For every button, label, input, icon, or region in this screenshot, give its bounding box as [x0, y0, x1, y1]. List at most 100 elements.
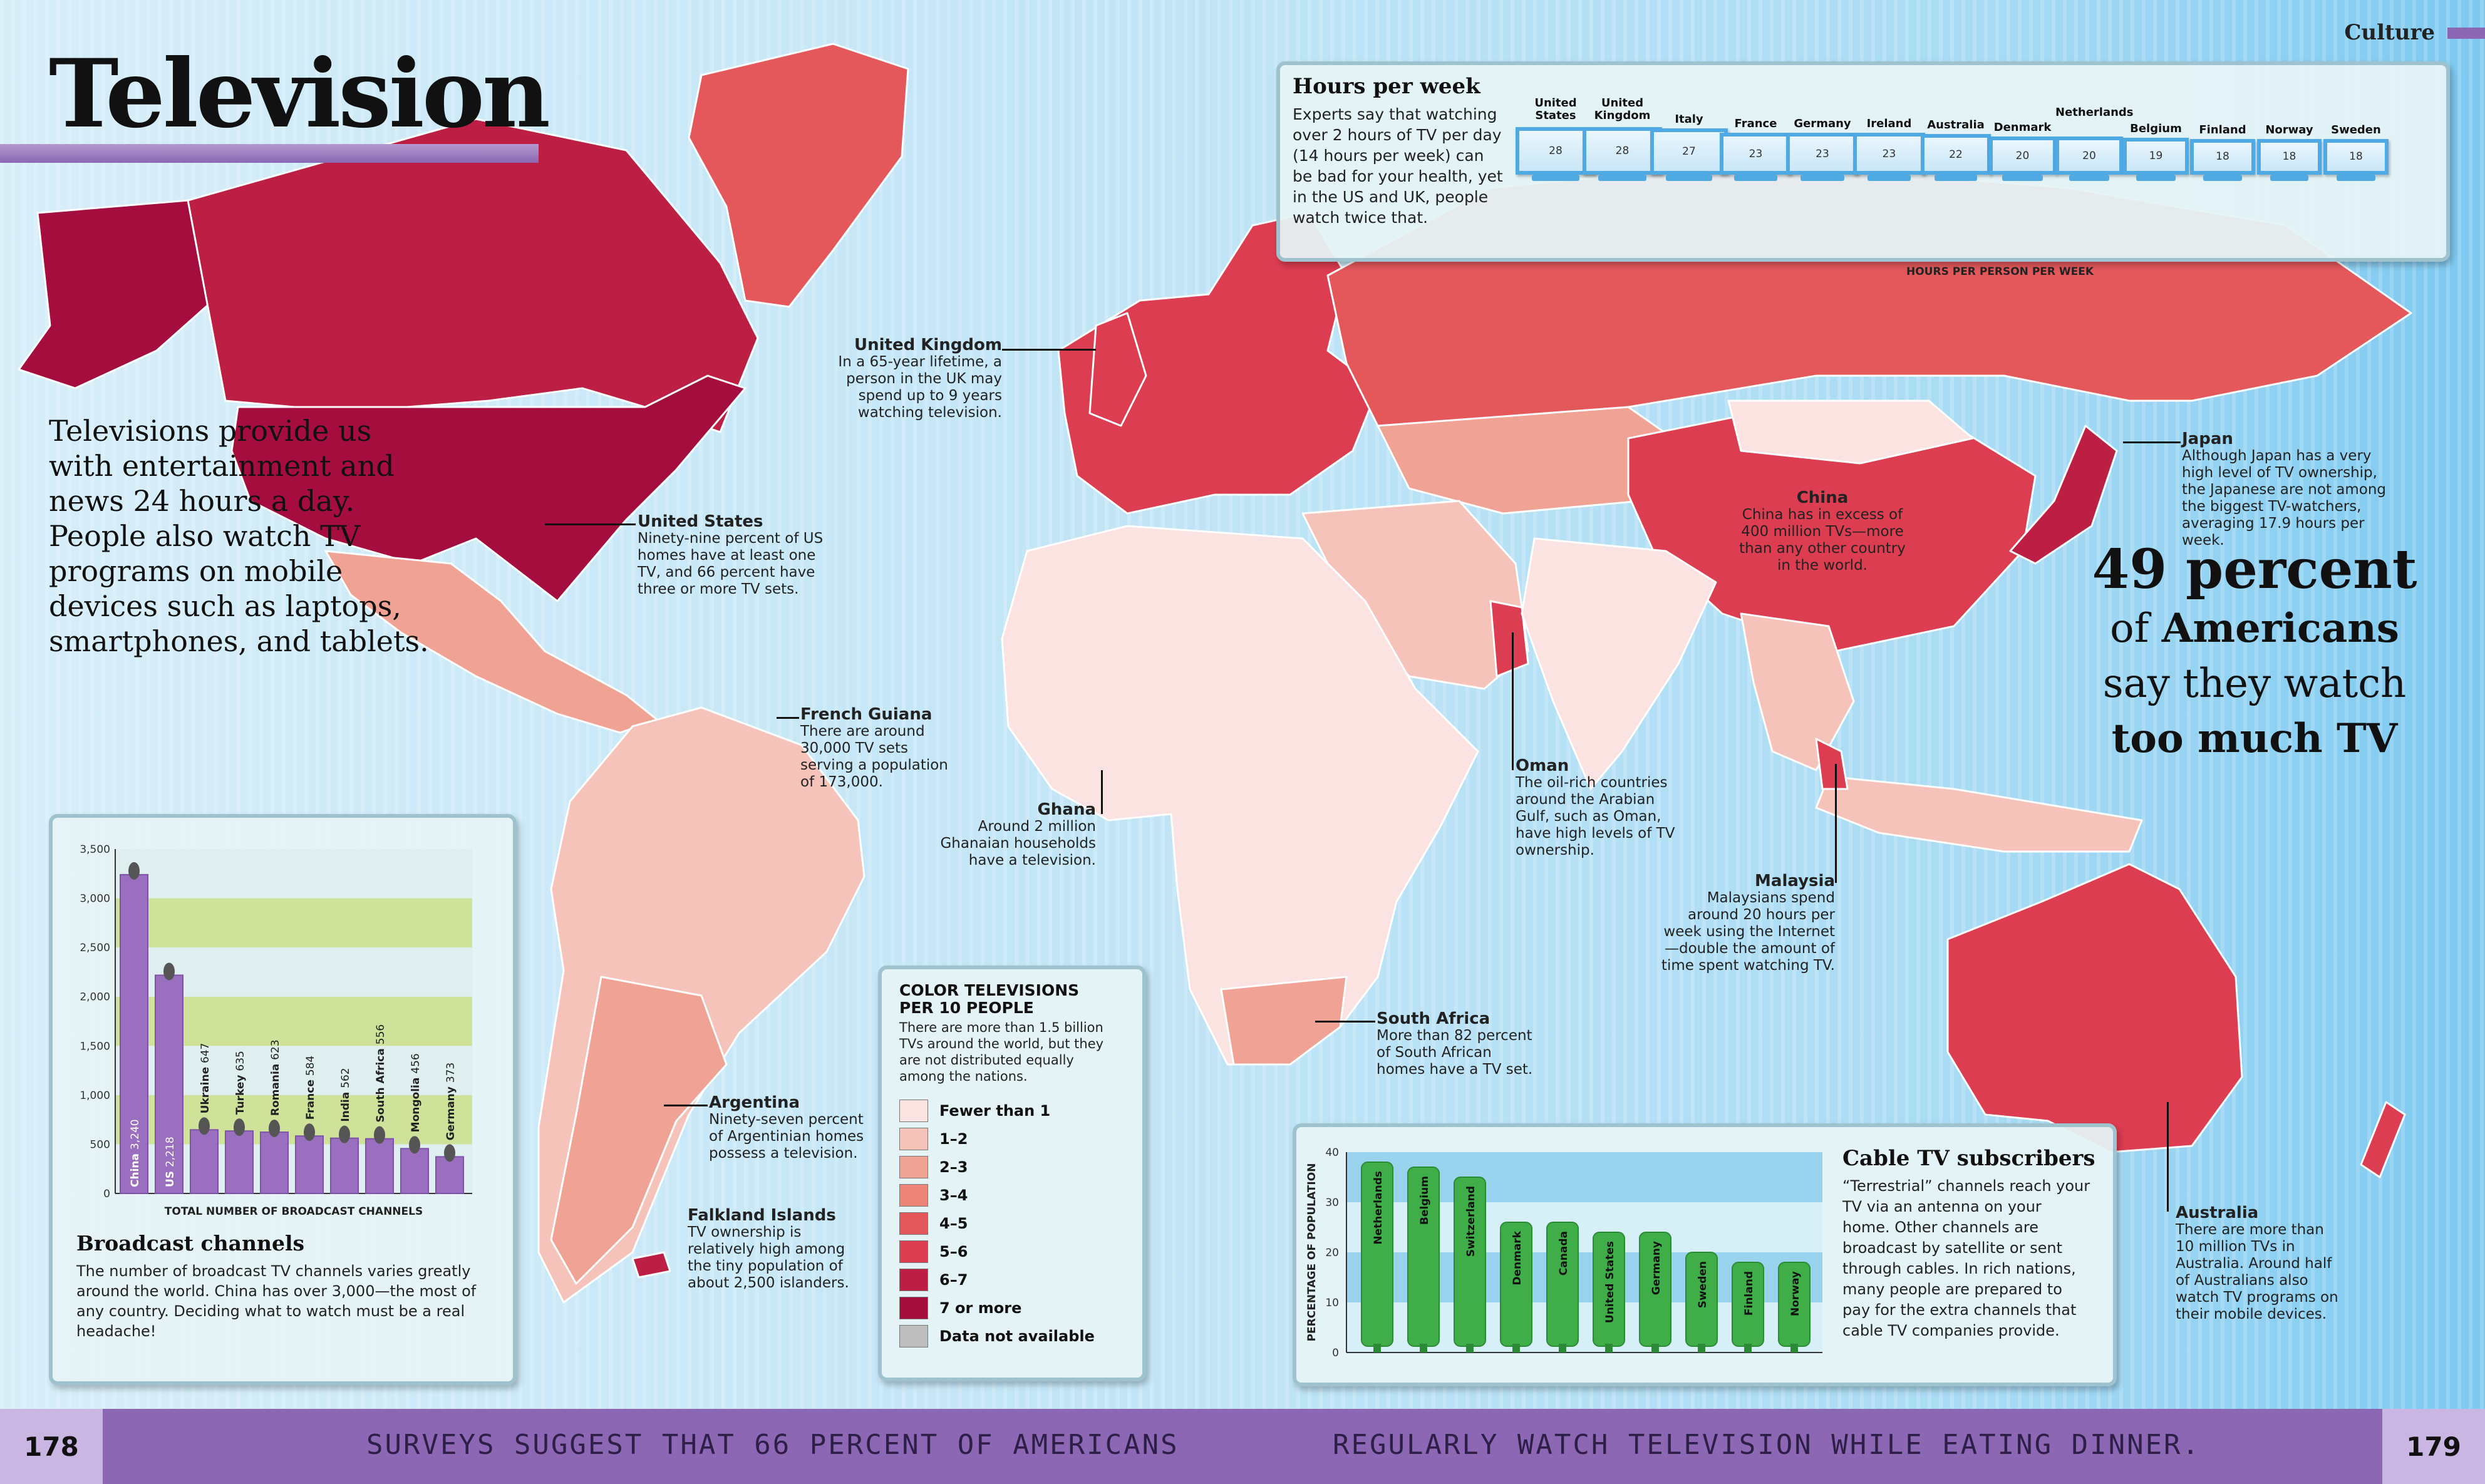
annotation-south-africa-heading: South Africa: [1377, 1009, 1490, 1028]
tv-stand: [1598, 174, 1646, 181]
callout-line1: 49 percent: [2092, 538, 2417, 601]
footer-text-right: REGULARLY WATCH TELEVISION WHILE EATING …: [1333, 1429, 2201, 1461]
legend-swatch: [899, 1128, 928, 1150]
tv-stand: [2069, 175, 2110, 181]
tv-stand: [1665, 174, 1713, 181]
bar-antenna: [304, 1123, 315, 1141]
bar-category: Germany: [445, 1083, 457, 1140]
tv-bar-value: 23: [1719, 133, 1792, 175]
tv-bar-ireland: Ireland 23: [1852, 118, 1926, 183]
map-canada: [187, 118, 759, 433]
x-axis-title: TOTAL NUMBER OF BROADCAST CHANNELS: [165, 1205, 423, 1218]
callout-49-percent: 49 percent of Americans say they watch t…: [2067, 538, 2442, 766]
map-malaysia: [1815, 738, 1849, 790]
leader-oman: [1512, 632, 1514, 770]
tv-bar-label: Belgium: [2130, 121, 2182, 135]
tv-bar-australia: Australia 22: [1920, 119, 1992, 183]
tv-bar-label: United Kingdom: [1594, 96, 1651, 123]
tv-bar-label: Denmark: [1993, 121, 2052, 134]
tv-bar-netherlands: Netherlands 20: [2055, 106, 2134, 183]
tv-stand: [1867, 174, 1911, 181]
annotation-us-text: Ninety-nine percent of US homes have at …: [638, 530, 824, 597]
legend-swatch: [899, 1240, 928, 1263]
bar-category: Mongolia: [410, 1074, 422, 1133]
annotation-uk: United Kingdom In a 65-year lifetime, a …: [814, 337, 1002, 421]
annotation-ghana-text: Around 2 million Ghanaian households hav…: [940, 818, 1096, 868]
annotation-falklands: Falkland Islands TV ownership is relativ…: [688, 1207, 869, 1292]
bar-category: Ukraine: [199, 1063, 212, 1113]
bar-cable: [1605, 1344, 1613, 1353]
annotation-south-africa: South Africa More than 82 percent of Sou…: [1377, 1011, 1533, 1078]
bar-antenna: [199, 1117, 210, 1135]
cable-tv-title: Cable TV subscribers: [1842, 1146, 2095, 1171]
bar-india: [330, 1137, 359, 1194]
bar-value: 623: [269, 1039, 282, 1059]
bar-cable: [1466, 1344, 1474, 1353]
section-bar: [2447, 28, 2485, 39]
tv-bar-value: 20: [1988, 137, 2057, 175]
bar-label: Sweden: [1697, 1261, 1709, 1308]
bar-category: China: [129, 1150, 142, 1187]
tv-bar-sweden: Sweden 18: [2323, 123, 2389, 183]
annotation-japan: Japan Although Japan has a very high lev…: [2182, 431, 2401, 549]
broadcast-channels-text: The number of broadcast TV channels vari…: [76, 1262, 477, 1340]
bar-label: Ukraine 647: [199, 1043, 212, 1114]
y-tick-label: 40: [1325, 1146, 1339, 1159]
legend-label: 4–5: [939, 1215, 968, 1232]
tv-stand: [2002, 175, 2043, 181]
map-uk: [1088, 312, 1147, 427]
annotation-japan-text: Although Japan has a very high level of …: [2182, 448, 2387, 549]
annotation-us: United States Ninety-nine percent of US …: [638, 513, 825, 598]
bar-cable: [1512, 1344, 1520, 1353]
map-falklands: [631, 1251, 671, 1279]
legend-swatch: [899, 1297, 928, 1319]
annotation-uk-heading: United Kingdom: [854, 336, 1002, 354]
tv-bar-value: 18: [2190, 138, 2255, 175]
annotation-argentina-text: Ninety-seven percent of Argentinian home…: [709, 1111, 864, 1162]
bar-romania: [260, 1131, 289, 1195]
bar-cable: [1744, 1344, 1752, 1353]
legend-label: 1–2: [939, 1130, 968, 1148]
legend-label: Data not available: [939, 1327, 1095, 1345]
tv-bar-belgium: Belgium 19: [2122, 122, 2189, 183]
map-new-zealand: [2360, 1101, 2406, 1178]
page-number-left: 178: [0, 1409, 103, 1484]
bar-value: 562: [339, 1068, 352, 1088]
annotation-japan-heading: Japan: [2182, 430, 2233, 448]
intro-text: Televisions provide us with entertainmen…: [49, 414, 429, 658]
bar-value: 556: [375, 1024, 387, 1044]
bar-label: Switzerland: [1465, 1186, 1477, 1257]
bar-label: Netherlands: [1372, 1171, 1385, 1245]
map-australia: [1946, 863, 2243, 1153]
legend-swatch: [899, 1269, 928, 1291]
y-tick-label: 2,000: [80, 991, 110, 1004]
tv-bar-label: France: [1734, 117, 1777, 131]
annotation-china-text: China has in excess of 400 million TVs—m…: [1739, 507, 1906, 574]
bar-category: France: [304, 1076, 317, 1120]
hours-per-week-text: Experts say that watching over 2 hours o…: [1293, 105, 1503, 227]
tv-stand: [1733, 174, 1778, 181]
y-tick-label: 3,000: [80, 893, 110, 905]
bar-value: 584: [304, 1056, 317, 1076]
bar-label: Turkey 635: [234, 1051, 247, 1115]
annotation-malaysia: Malaysia Malaysians spend around 20 hour…: [1653, 873, 1835, 974]
annotation-china-heading: China: [1796, 488, 1849, 507]
legend-swatch: [899, 1212, 928, 1235]
legend-swatch: [899, 1100, 928, 1122]
tv-bar-label: Ireland: [1866, 117, 1912, 131]
y-tick-label: 0: [103, 1188, 110, 1200]
annotation-french-guiana: French Guiana There are around 30,000 TV…: [800, 706, 963, 791]
tv-bar-value: 19: [2122, 137, 2189, 175]
annotation-australia-text: There are more than 10 million TVs in Au…: [2176, 1222, 2338, 1322]
map-alaska: [18, 199, 214, 389]
bar-label: Germany 373: [445, 1063, 457, 1141]
tv-bar-norway: Norway 18: [2256, 123, 2322, 183]
tv-bar-finland: Finland 18: [2190, 123, 2255, 183]
y-tick-label: 30: [1325, 1197, 1339, 1209]
y-tick-label: 1,500: [80, 1040, 110, 1053]
broadcast-channels-title: Broadcast channels: [76, 1231, 305, 1255]
bar-turkey: [225, 1130, 254, 1195]
tv-bar-label: Australia: [1927, 118, 1985, 132]
bar-mongolia: [400, 1148, 429, 1194]
annotation-us-heading: United States: [638, 512, 763, 531]
